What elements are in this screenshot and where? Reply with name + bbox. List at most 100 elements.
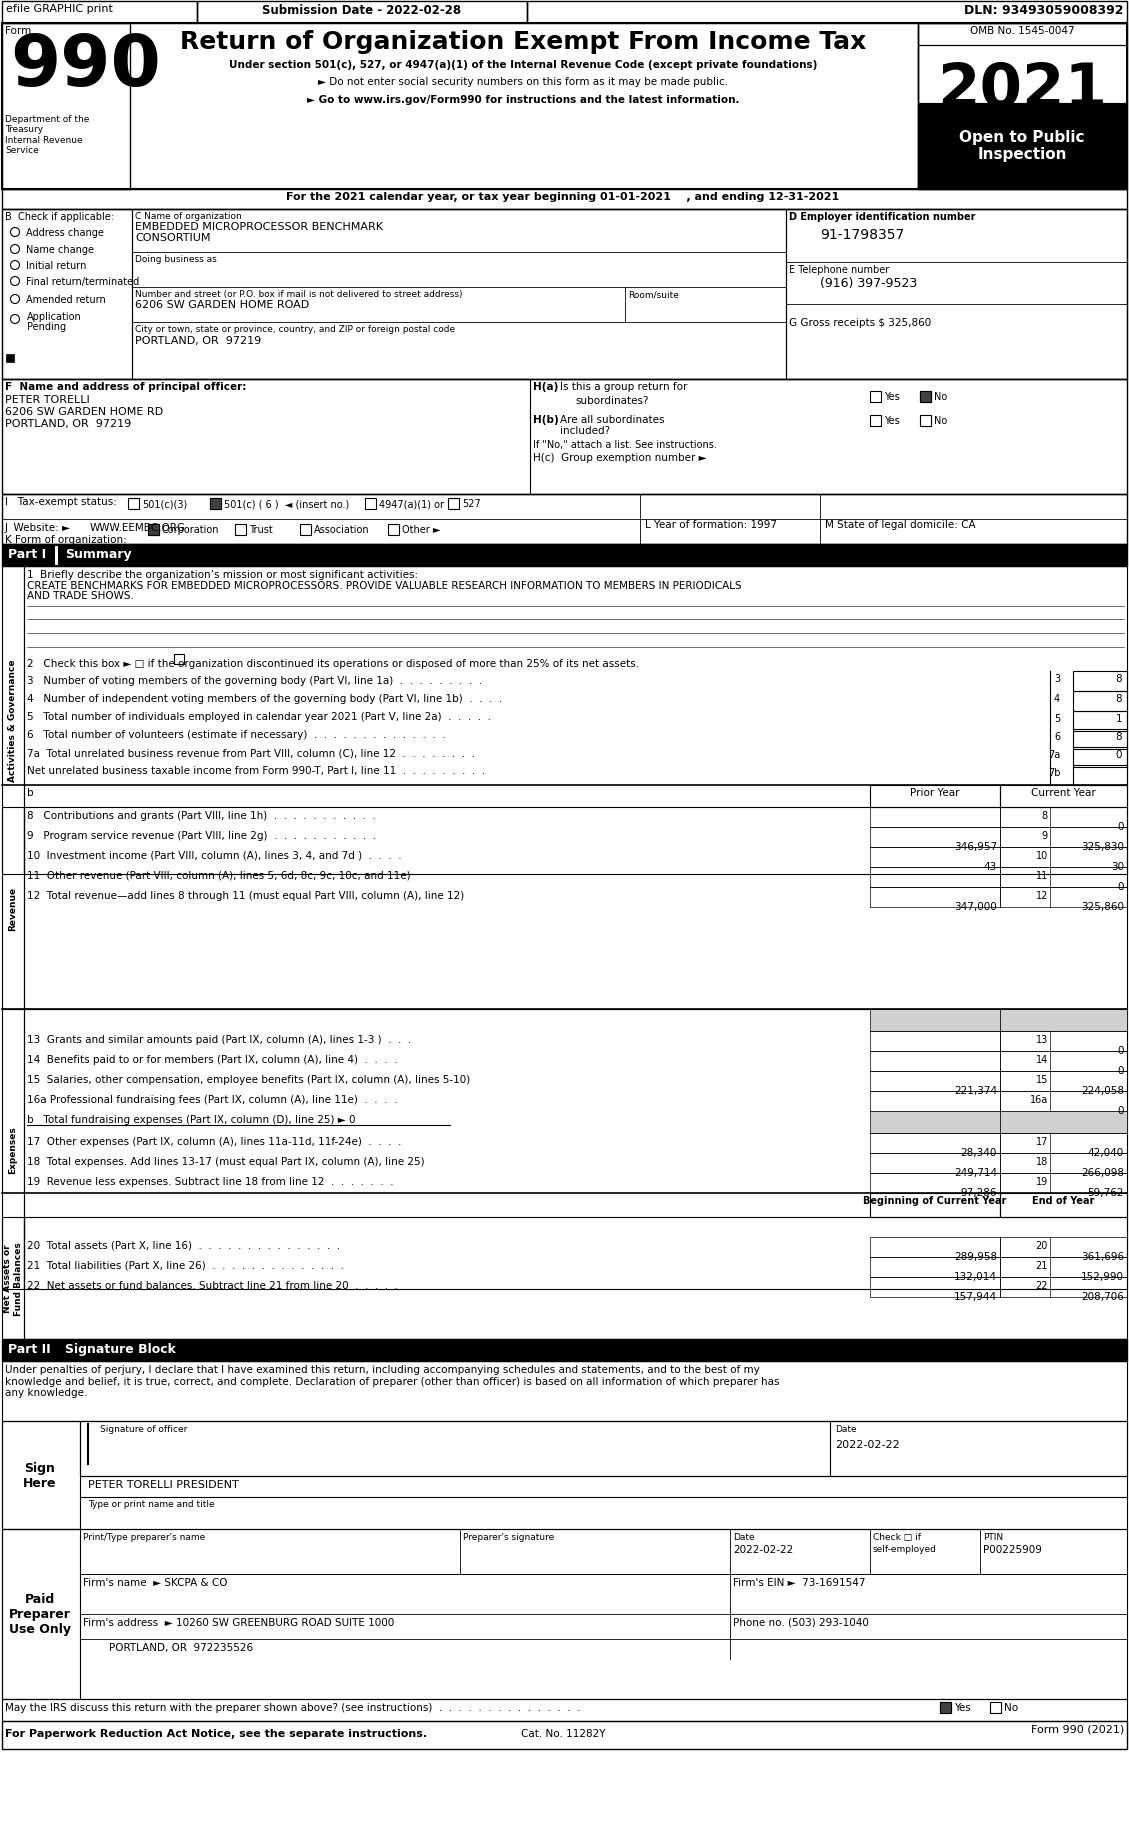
- Text: Address change: Address change: [26, 229, 104, 238]
- Bar: [1073, 730, 1127, 750]
- Bar: [2, 1362, 1127, 1422]
- Text: 346,957: 346,957: [954, 842, 997, 851]
- Text: 6: 6: [1054, 732, 1060, 741]
- Bar: [1000, 1091, 1127, 1111]
- Text: 132,014: 132,014: [954, 1272, 997, 1281]
- Bar: [55, 547, 56, 565]
- Text: Current Year: Current Year: [1031, 787, 1095, 798]
- Text: 42,040: 42,040: [1087, 1147, 1124, 1157]
- Bar: [128, 500, 139, 511]
- Text: 2   Check this box ► □ if the organization discontinued its operations or dispos: 2 Check this box ► □ if the organization…: [27, 659, 639, 668]
- Text: 19  Revenue less expenses. Subtract line 18 from line 12  .  .  .  .  .  .  .: 19 Revenue less expenses. Subtract line …: [27, 1177, 394, 1186]
- Text: 325,860: 325,860: [1080, 902, 1124, 911]
- Text: Return of Organization Exempt From Income Tax: Return of Organization Exempt From Incom…: [180, 29, 866, 53]
- Bar: [2, 210, 1127, 381]
- Bar: [870, 1153, 1000, 1173]
- Bar: [148, 525, 159, 536]
- Text: 8: 8: [1115, 673, 1122, 684]
- Text: Form 990 (2021): Form 990 (2021): [1031, 1724, 1124, 1735]
- Bar: [870, 1091, 1000, 1111]
- Bar: [870, 1237, 1000, 1257]
- Text: Are all subordinates: Are all subordinates: [560, 415, 665, 425]
- Bar: [1000, 785, 1127, 807]
- Text: May the IRS discuss this return with the preparer shown above? (see instructions: May the IRS discuss this return with the…: [5, 1702, 580, 1713]
- Text: If "No," attach a list. See instructions.: If "No," attach a list. See instructions…: [533, 439, 717, 450]
- Text: 13  Grants and similar amounts paid (Part IX, column (A), lines 1-3 )  .  .  .: 13 Grants and similar amounts paid (Part…: [27, 1034, 411, 1045]
- Text: 12  Total revenue—add lines 8 through 11 (must equal Part VIII, column (A), line: 12 Total revenue—add lines 8 through 11 …: [27, 891, 464, 900]
- Bar: [2, 24, 1127, 190]
- Bar: [1000, 867, 1127, 888]
- Text: No: No: [934, 415, 947, 426]
- Bar: [870, 1032, 1000, 1052]
- Text: 527: 527: [462, 500, 481, 509]
- Text: Firm's address  ► 10260 SW GREENBURG ROAD SUITE 1000: Firm's address ► 10260 SW GREENBURG ROAD…: [84, 1618, 394, 1627]
- Text: Firm's EIN ►  73-1691547: Firm's EIN ► 73-1691547: [733, 1577, 866, 1587]
- Text: Department of the
Treasury
Internal Revenue
Service: Department of the Treasury Internal Reve…: [5, 115, 89, 156]
- Text: 249,714: 249,714: [954, 1168, 997, 1177]
- Bar: [918, 24, 1127, 46]
- Text: Form: Form: [5, 26, 32, 37]
- Text: 6   Total number of volunteers (estimate if necessary)  .  .  .  .  .  .  .  .  : 6 Total number of volunteers (estimate i…: [27, 730, 446, 739]
- Text: ► Go to www.irs.gov/Form990 for instructions and the latest information.: ► Go to www.irs.gov/Form990 for instruct…: [307, 95, 739, 104]
- Text: 990: 990: [10, 31, 160, 101]
- Bar: [196, 2, 527, 24]
- Text: E Telephone number: E Telephone number: [789, 265, 890, 274]
- Text: B  Check if applicable:: B Check if applicable:: [5, 212, 114, 221]
- Bar: [870, 807, 1000, 827]
- Text: 97,286: 97,286: [961, 1188, 997, 1197]
- Bar: [870, 785, 1000, 807]
- Bar: [1000, 1071, 1127, 1091]
- Text: 11  Other revenue (Part VIII, column (A), lines 5, 6d, 8c, 9c, 10c, and 11e): 11 Other revenue (Part VIII, column (A),…: [27, 871, 411, 880]
- Text: Association: Association: [314, 525, 369, 534]
- Text: 347,000: 347,000: [954, 902, 997, 911]
- Bar: [1073, 692, 1127, 712]
- Bar: [870, 1193, 1000, 1217]
- Text: I   Tax-exempt status:: I Tax-exempt status:: [5, 496, 117, 507]
- Text: 6206 SW GARDEN HOME ROAD: 6206 SW GARDEN HOME ROAD: [135, 300, 309, 309]
- Text: 3: 3: [1054, 673, 1060, 684]
- Bar: [870, 1052, 1000, 1071]
- Text: 266,098: 266,098: [1080, 1168, 1124, 1177]
- Text: Summary: Summary: [65, 547, 132, 560]
- Text: b: b: [27, 787, 34, 798]
- Bar: [80, 1422, 1127, 1477]
- Text: Corporation: Corporation: [161, 525, 219, 534]
- Bar: [1000, 1052, 1127, 1071]
- Text: 5: 5: [1054, 714, 1060, 723]
- Text: 501(c) ( 6 )  ◄ (insert no.): 501(c) ( 6 ) ◄ (insert no.): [224, 500, 349, 509]
- Bar: [1000, 1111, 1127, 1133]
- Text: 16a Professional fundraising fees (Part IX, column (A), line 11e)  .  .  .  .: 16a Professional fundraising fees (Part …: [27, 1094, 397, 1103]
- Text: 22  Net assets or fund balances. Subtract line 21 from line 20  .  .  .  .  .: 22 Net assets or fund balances. Subtract…: [27, 1281, 399, 1290]
- Text: 2022-02-22: 2022-02-22: [835, 1438, 900, 1449]
- Text: Final return/terminated: Final return/terminated: [26, 276, 139, 287]
- Text: Preparer's signature: Preparer's signature: [463, 1532, 554, 1541]
- Text: 21: 21: [1035, 1261, 1048, 1270]
- Text: Activities & Governance: Activities & Governance: [9, 659, 18, 781]
- Bar: [870, 1111, 1000, 1133]
- Text: PETER TORELLI: PETER TORELLI: [5, 395, 89, 404]
- Text: Check □ if: Check □ if: [873, 1532, 921, 1541]
- Bar: [1073, 765, 1127, 785]
- Text: End of Year: End of Year: [1032, 1195, 1094, 1206]
- Text: G Gross receipts $ 325,860: G Gross receipts $ 325,860: [789, 318, 931, 328]
- Text: M State of legal domicile: CA: M State of legal domicile: CA: [825, 520, 975, 529]
- Text: Type or print name and title: Type or print name and title: [88, 1499, 215, 1508]
- Text: Amended return: Amended return: [26, 295, 106, 306]
- Bar: [6, 355, 14, 362]
- Bar: [870, 1071, 1000, 1091]
- Text: 0: 0: [1118, 1045, 1124, 1056]
- Text: EMBEDDED MICROPROCESSOR BENCHMARK: EMBEDDED MICROPROCESSOR BENCHMARK: [135, 221, 383, 232]
- Text: 17  Other expenses (Part IX, column (A), lines 11a-11d, 11f-24e)  .  .  .  .: 17 Other expenses (Part IX, column (A), …: [27, 1136, 402, 1146]
- Text: 361,696: 361,696: [1080, 1252, 1124, 1261]
- Bar: [1073, 672, 1127, 692]
- Bar: [918, 46, 1127, 104]
- Text: 18: 18: [1035, 1157, 1048, 1166]
- Text: 7b: 7b: [1048, 767, 1060, 778]
- Text: 59,762: 59,762: [1087, 1188, 1124, 1197]
- Bar: [80, 1530, 1127, 1574]
- Text: PORTLAND, OR  97219: PORTLAND, OR 97219: [5, 419, 131, 428]
- Bar: [1000, 888, 1127, 908]
- Text: Beginning of Current Year: Beginning of Current Year: [864, 1195, 1007, 1206]
- Text: 91-1798357: 91-1798357: [820, 229, 904, 242]
- Text: Cat. No. 11282Y: Cat. No. 11282Y: [520, 1728, 605, 1738]
